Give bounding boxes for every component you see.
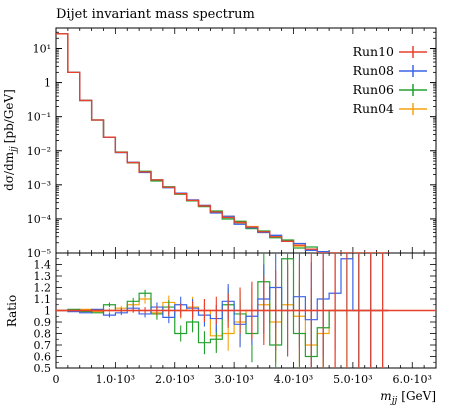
x-axis-label: mjj [GeV] — [380, 389, 436, 406]
ratio-tick-label: 1.2 — [34, 282, 52, 295]
x-tick-label: 6.0·10³ — [393, 373, 432, 386]
x-tick-label: 0 — [53, 373, 60, 386]
y-axis-label-pre: dσ/dm — [2, 151, 16, 191]
ratio-tick-label: 1.3 — [34, 270, 52, 283]
ratio-tick-label: 1 — [44, 305, 51, 318]
series-line-run06 — [56, 33, 389, 253]
main-frame — [55, 27, 437, 254]
ratio-tick-label: 0.8 — [34, 328, 52, 341]
y-tick-label: 1 — [44, 77, 51, 90]
x-tick-label: 5.0·10³ — [333, 373, 372, 386]
y-tick-label: 10⁻² — [27, 145, 51, 158]
ratio-panel: 0 1.0·10³ 2.0·10³ 3.0·10³ 4.0·10³ 5.0·10³ 6.0·… — [34, 252, 437, 386]
legend-label-run06: Run06 — [353, 82, 394, 97]
ratio-tick-label: 0.6 — [34, 351, 52, 364]
x-tick-label: 3.0·10³ — [214, 373, 253, 386]
chart-title: Dijet invariant mass spectrum — [56, 7, 255, 22]
ratio-tick-label: 1.4 — [34, 259, 52, 272]
ratio-tick-label: 1.1 — [34, 293, 52, 306]
y-axis-label: dσ/dmjj [pb/GeV] — [2, 89, 19, 191]
y-tick-label: 10⁻¹ — [27, 111, 51, 124]
x-tick-label: 2.0·10³ — [155, 373, 194, 386]
series-line-run08 — [56, 33, 389, 253]
ratio-tick-label: 0.5 — [34, 362, 52, 375]
legend: Run10 Run08 Run06 Run04 — [353, 44, 427, 116]
ratio-tick-label: 0.7 — [34, 339, 52, 352]
legend-label-run10: Run10 — [353, 44, 394, 59]
y-tick-label: 10⁻⁴ — [27, 213, 52, 226]
x-tick-label: 1.0·10³ — [96, 373, 135, 386]
y-axis-label-sub: jj — [9, 146, 19, 154]
x-tick-label: 4.0·10³ — [274, 373, 313, 386]
legend-label-run04: Run04 — [353, 101, 394, 116]
y-axis-label-unit: [pb/GeV] — [2, 89, 16, 143]
ratio-axis-label: Ratio — [5, 295, 19, 327]
series-marks — [56, 33, 436, 368]
y-tick-label: 10¹ — [33, 43, 51, 56]
series-line-run04 — [56, 33, 389, 253]
x-axis-label-unit: [GeV] — [401, 389, 436, 403]
series-line-run10 — [56, 33, 389, 253]
x-axis-label-sym: m — [380, 389, 391, 403]
y-tick-label: 10⁻³ — [27, 179, 51, 192]
x-axis-label-sub: jj — [390, 396, 398, 406]
ratio-tick-label: 0.9 — [34, 316, 52, 329]
ratio-line-run08 — [56, 258, 389, 325]
y-tick-label: 10⁻⁵ — [27, 247, 51, 260]
legend-label-run08: Run08 — [353, 63, 394, 78]
